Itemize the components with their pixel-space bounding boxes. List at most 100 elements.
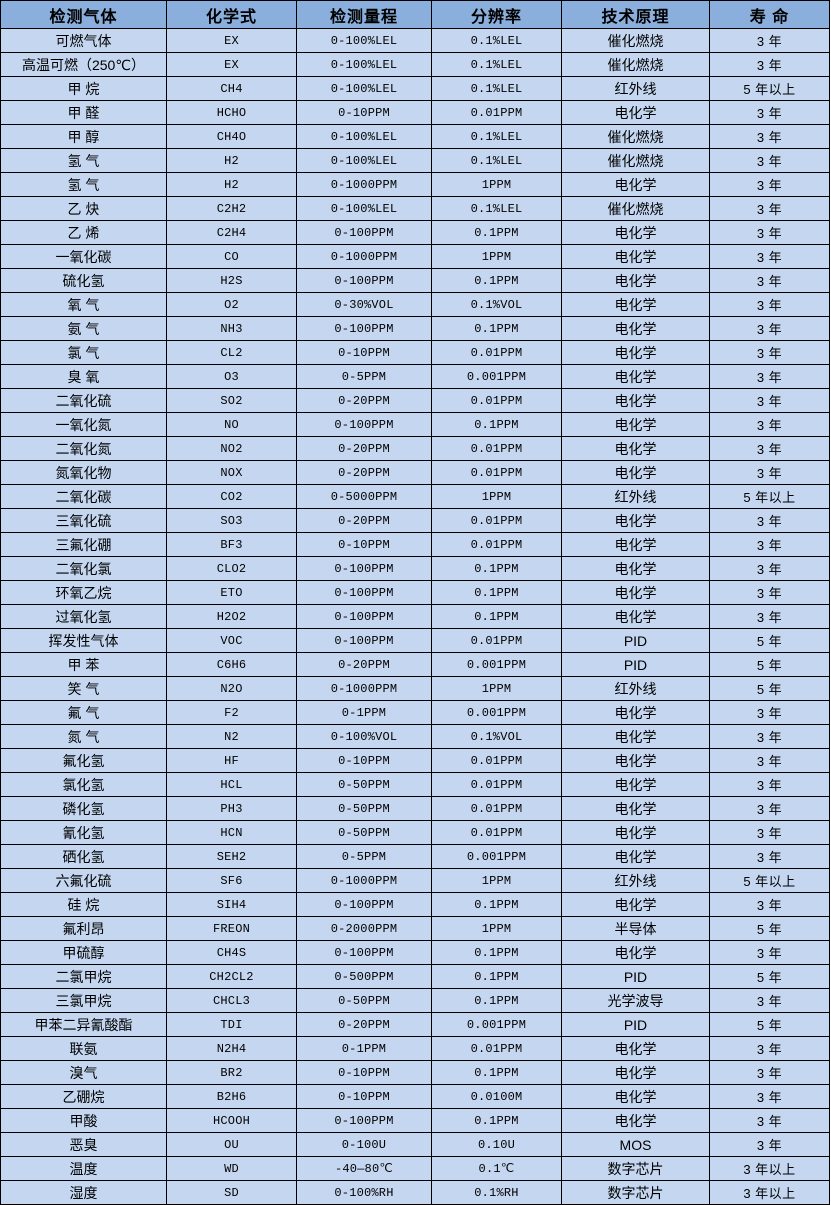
cell-principle: 光学波导 bbox=[561, 988, 710, 1013]
column-header-formula: 化学式 bbox=[166, 0, 297, 29]
cell-gas: 氢 气 bbox=[0, 172, 167, 197]
cell-formula: N2 bbox=[166, 724, 297, 749]
cell-range: 0-100%LEL bbox=[296, 28, 432, 53]
cell-gas: 甲硫醇 bbox=[0, 940, 167, 965]
cell-formula: NH3 bbox=[166, 316, 297, 341]
cell-life: 5 年 bbox=[709, 916, 830, 941]
cell-gas: 二氯甲烷 bbox=[0, 964, 167, 989]
cell-range: 0-20PPM bbox=[296, 388, 432, 413]
cell-gas: 氯化氢 bbox=[0, 772, 167, 797]
cell-life: 3 年 bbox=[709, 340, 830, 365]
cell-formula: C2H2 bbox=[166, 196, 297, 221]
cell-range: 0-20PPM bbox=[296, 652, 432, 677]
table-row: 二氧化氯 CLO2 0-100PPM 0.1PPM 电化学 3 年 bbox=[0, 556, 830, 581]
cell-principle: 电化学 bbox=[561, 268, 710, 293]
cell-range: 0-20PPM bbox=[296, 508, 432, 533]
cell-formula: BR2 bbox=[166, 1060, 297, 1085]
cell-gas: 氨 气 bbox=[0, 316, 167, 341]
cell-range: 0-100PPM bbox=[296, 316, 432, 341]
cell-range: 0-100PPM bbox=[296, 556, 432, 581]
cell-gas: 甲苯二异氰酸酯 bbox=[0, 1012, 167, 1037]
cell-resolution: 0.001PPM bbox=[431, 844, 562, 869]
table-row: 臭 氧 O3 0-5PPM 0.001PPM 电化学 3 年 bbox=[0, 364, 830, 389]
cell-principle: 电化学 bbox=[561, 1108, 710, 1133]
table-row: 乙硼烷 B2H6 0-10PPM 0.0100M 电化学 3 年 bbox=[0, 1084, 830, 1109]
cell-resolution: 0.0100M bbox=[431, 1084, 562, 1109]
cell-life: 3 年 bbox=[709, 1036, 830, 1061]
cell-resolution: 0.1PPM bbox=[431, 1108, 562, 1133]
table-row: 氮 气 N2 0-100%VOL 0.1%VOL 电化学 3 年 bbox=[0, 724, 830, 749]
cell-life: 3 年 bbox=[709, 724, 830, 749]
cell-principle: 电化学 bbox=[561, 820, 710, 845]
table-row: 硅 烷 SIH4 0-100PPM 0.1PPM 电化学 3 年 bbox=[0, 892, 830, 917]
cell-gas: 氮 气 bbox=[0, 724, 167, 749]
cell-gas: 乙硼烷 bbox=[0, 1084, 167, 1109]
cell-principle: PID bbox=[561, 1012, 710, 1037]
cell-gas: 甲 苯 bbox=[0, 652, 167, 677]
cell-formula: VOC bbox=[166, 628, 297, 653]
table-row: 氢 气 H2 0-1000PPM 1PPM 电化学 3 年 bbox=[0, 172, 830, 197]
cell-resolution: 0.01PPM bbox=[431, 532, 562, 557]
table-row: 挥发性气体 VOC 0-100PPM 0.01PPM PID 5 年 bbox=[0, 628, 830, 653]
table-row: 硒化氢 SEH2 0-5PPM 0.001PPM 电化学 3 年 bbox=[0, 844, 830, 869]
cell-formula: H2 bbox=[166, 172, 297, 197]
cell-range: 0-5PPM bbox=[296, 364, 432, 389]
table-header: 检测气体 化学式 检测量程 分辨率 技术原理 寿 命 bbox=[0, 0, 830, 29]
cell-principle: 电化学 bbox=[561, 1036, 710, 1061]
cell-life: 3 年 bbox=[709, 196, 830, 221]
table-row: 一氧化氮 NO 0-100PPM 0.1PPM 电化学 3 年 bbox=[0, 412, 830, 437]
table-row: 磷化氢 PH3 0-50PPM 0.01PPM 电化学 3 年 bbox=[0, 796, 830, 821]
cell-resolution: 0.1PPM bbox=[431, 316, 562, 341]
cell-range: 0-1000PPM bbox=[296, 172, 432, 197]
cell-range: 0-50PPM bbox=[296, 772, 432, 797]
cell-principle: 电化学 bbox=[561, 748, 710, 773]
cell-formula: PH3 bbox=[166, 796, 297, 821]
table-row: 二氧化氮 NO2 0-20PPM 0.01PPM 电化学 3 年 bbox=[0, 436, 830, 461]
cell-principle: 数字芯片 bbox=[561, 1180, 710, 1205]
cell-range: 0-20PPM bbox=[296, 1012, 432, 1037]
cell-life: 3 年 bbox=[709, 436, 830, 461]
table-row: 氯 气 CL2 0-10PPM 0.01PPM 电化学 3 年 bbox=[0, 340, 830, 365]
cell-resolution: 1PPM bbox=[431, 484, 562, 509]
cell-life: 3 年 bbox=[709, 1060, 830, 1085]
cell-formula: HCN bbox=[166, 820, 297, 845]
cell-gas: 六氟化硫 bbox=[0, 868, 167, 893]
cell-range: 0-100PPM bbox=[296, 412, 432, 437]
cell-life: 3 年 bbox=[709, 700, 830, 725]
cell-life: 5 年 bbox=[709, 652, 830, 677]
column-header-range: 检测量程 bbox=[296, 0, 432, 29]
cell-gas: 甲 烷 bbox=[0, 76, 167, 101]
table-row: 过氧化氢 H2O2 0-100PPM 0.1PPM 电化学 3 年 bbox=[0, 604, 830, 629]
cell-range: 0-100PPM bbox=[296, 604, 432, 629]
cell-resolution: 1PPM bbox=[431, 916, 562, 941]
cell-range: 0-100U bbox=[296, 1132, 432, 1157]
cell-gas: 甲酸 bbox=[0, 1108, 167, 1133]
cell-gas: 可燃气体 bbox=[0, 28, 167, 53]
cell-principle: 电化学 bbox=[561, 220, 710, 245]
cell-life: 5 年以上 bbox=[709, 868, 830, 893]
cell-life: 3 年 bbox=[709, 124, 830, 149]
cell-formula: ETO bbox=[166, 580, 297, 605]
cell-range: 0-100PPM bbox=[296, 268, 432, 293]
table-row: 三氧化硫 SO3 0-20PPM 0.01PPM 电化学 3 年 bbox=[0, 508, 830, 533]
cell-range: 0-5PPM bbox=[296, 844, 432, 869]
cell-range: 0-1000PPM bbox=[296, 244, 432, 269]
cell-range: 0-500PPM bbox=[296, 964, 432, 989]
table-row: 六氟化硫 SF6 0-1000PPM 1PPM 红外线 5 年以上 bbox=[0, 868, 830, 893]
cell-resolution: 0.01PPM bbox=[431, 748, 562, 773]
table-row: 甲酸 HCOOH 0-100PPM 0.1PPM 电化学 3 年 bbox=[0, 1108, 830, 1133]
cell-life: 5 年 bbox=[709, 676, 830, 701]
cell-resolution: 0.1PPM bbox=[431, 988, 562, 1013]
cell-principle: 催化燃烧 bbox=[561, 148, 710, 173]
cell-formula: C6H6 bbox=[166, 652, 297, 677]
table-row: 氟化氢 HF 0-10PPM 0.01PPM 电化学 3 年 bbox=[0, 748, 830, 773]
cell-resolution: 0.01PPM bbox=[431, 388, 562, 413]
table-row: 三氟化硼 BF3 0-10PPM 0.01PPM 电化学 3 年 bbox=[0, 532, 830, 557]
cell-formula: SEH2 bbox=[166, 844, 297, 869]
cell-range: 0-10PPM bbox=[296, 100, 432, 125]
cell-range: 0-100%LEL bbox=[296, 52, 432, 77]
cell-principle: 数字芯片 bbox=[561, 1156, 710, 1181]
cell-principle: 电化学 bbox=[561, 796, 710, 821]
cell-formula: CO bbox=[166, 244, 297, 269]
